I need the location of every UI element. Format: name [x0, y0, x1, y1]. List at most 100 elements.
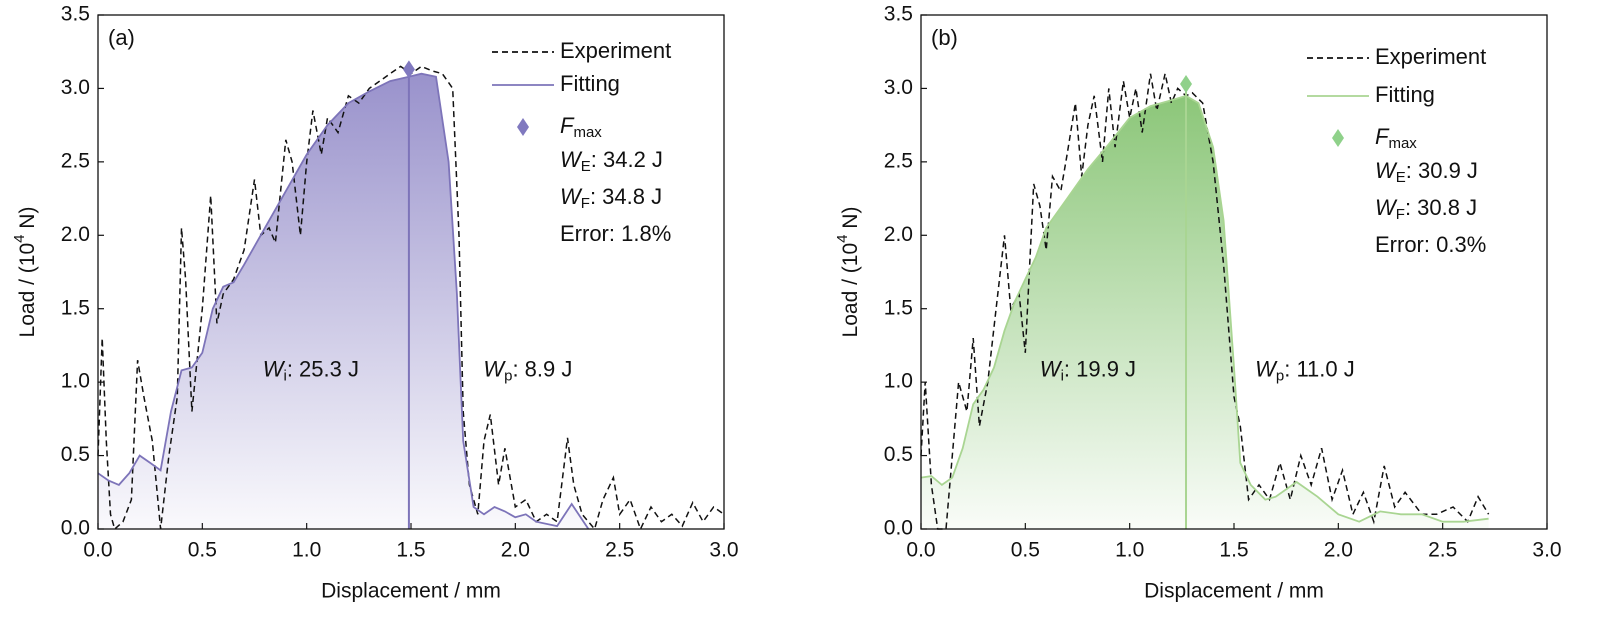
symbol: W: [1375, 195, 1398, 220]
x-tick-label: 0.5: [188, 539, 217, 562]
x-tick-label: 1.0: [292, 539, 321, 562]
x-tick-label: 2.0: [501, 539, 530, 562]
subscript: i: [283, 367, 286, 384]
text: : 8.9 J: [512, 356, 572, 381]
x-tick-label: 0.5: [1011, 539, 1040, 562]
stat-label: Error: 0.3%: [1375, 232, 1486, 257]
text: : 34.8 J: [590, 184, 662, 209]
y-axis-label: Load / (104 N): [11, 207, 39, 338]
y-tick-label: 2.0: [61, 223, 90, 246]
subscript: max: [1388, 135, 1417, 152]
x-axis-label: Displacement / mm: [321, 580, 501, 603]
y-tick-label: 0.5: [884, 443, 913, 466]
subscript: p: [504, 367, 512, 384]
stat-label: WE: 34.2 J: [560, 147, 663, 175]
y-tick-label: 3.5: [61, 3, 90, 26]
subscript: p: [1276, 367, 1284, 384]
line: [97, 65, 725, 531]
symbol: F: [1375, 124, 1390, 149]
subscript: i: [1061, 367, 1064, 384]
symbol: W: [263, 356, 286, 381]
y-tick-label: 1.0: [884, 370, 913, 393]
x-tick-label: 1.5: [1219, 539, 1248, 562]
line: [97, 72, 590, 530]
legend-swatch: [517, 118, 529, 136]
legend-label: Experiment: [1375, 44, 1486, 69]
symbol: W: [1040, 356, 1063, 381]
y-tick-label: 3.0: [884, 76, 913, 99]
fmax-marker: [402, 60, 415, 79]
y-tick-label: 0.5: [61, 443, 90, 466]
area-label: Wp: 8.9 J: [483, 356, 572, 384]
legend-label: Fmax: [560, 113, 602, 141]
stat-label: WE: 30.9 J: [1375, 158, 1478, 186]
text: : 30.8 J: [1405, 195, 1477, 220]
x-tick-label: 2.5: [1428, 539, 1457, 562]
superscript: 4: [834, 235, 851, 243]
y-tick-label: 0.0: [61, 517, 90, 540]
subscript: F: [581, 195, 590, 212]
stat-label: WF: 30.8 J: [1375, 195, 1477, 223]
text: Load / (10: [839, 243, 862, 338]
y-tick-label: 2.0: [884, 223, 913, 246]
symbol: W: [1255, 356, 1278, 381]
text: : 34.2 J: [591, 147, 663, 172]
y-tick-label: 1.5: [884, 296, 913, 319]
x-tick-label: 1.5: [396, 539, 425, 562]
x-tick-label: 2.0: [1324, 539, 1353, 562]
x-tick-label: 3.0: [709, 539, 738, 562]
panel-label: (b): [931, 25, 958, 50]
text: Error: 0.3%: [1375, 232, 1486, 257]
x-tick-label: 0.0: [83, 539, 112, 562]
area-label: Wp: 11.0 J: [1255, 356, 1355, 384]
text: : 30.9 J: [1406, 158, 1478, 183]
y-tick-label: 0.0: [884, 517, 913, 540]
plot-frame: [97, 14, 725, 530]
y-tick-label: 1.0: [61, 370, 90, 393]
legend-label: Experiment: [560, 38, 671, 63]
text: : 19.9 J: [1064, 356, 1136, 381]
x-tick-label: 3.0: [1532, 539, 1561, 562]
symbol: W: [560, 147, 583, 172]
legend-swatch: [1332, 129, 1344, 147]
panel-label: (a): [108, 25, 135, 50]
stat-label: WF: 34.8 J: [560, 184, 662, 212]
legend-label: Fitting: [1375, 82, 1435, 107]
fmax-marker: [1180, 75, 1193, 94]
line: [920, 73, 1490, 530]
y-tick-label: 3.0: [61, 76, 90, 99]
x-tick-label: 0.0: [906, 539, 935, 562]
stat-label: Error: 1.8%: [560, 221, 671, 246]
area: [921, 95, 1489, 530]
area: [98, 73, 589, 529]
area-label: Wi: 19.9 J: [1040, 356, 1136, 384]
y-tick-label: 3.5: [884, 3, 913, 26]
legend-label: Fitting: [560, 71, 620, 96]
symbol: F: [560, 113, 575, 138]
subscript: E: [581, 158, 591, 175]
line: [920, 94, 1489, 523]
symbol: W: [1375, 158, 1398, 183]
x-axis-label: Displacement / mm: [1144, 580, 1324, 603]
x-tick-label: 1.0: [1115, 539, 1144, 562]
text: : 25.3 J: [287, 356, 359, 381]
y-tick-label: 1.5: [61, 296, 90, 319]
legend-label: Fmax: [1375, 124, 1417, 152]
area-label: Wi: 25.3 J: [263, 356, 359, 384]
subscript: F: [1396, 206, 1405, 223]
symbol: W: [560, 184, 583, 209]
subscript: E: [1396, 169, 1406, 186]
text: Error: 1.8%: [560, 221, 671, 246]
y-axis-label: Load / (104 N): [834, 207, 862, 338]
text: N): [16, 207, 39, 235]
superscript: 4: [11, 235, 28, 243]
plot-frame: [920, 14, 1548, 530]
y-tick-label: 2.5: [884, 149, 913, 172]
y-tick-label: 2.5: [61, 149, 90, 172]
text: : 11.0 J: [1284, 356, 1355, 381]
symbol: W: [483, 356, 506, 381]
text: Load / (10: [16, 243, 39, 338]
subscript: max: [573, 124, 602, 141]
x-tick-label: 2.5: [605, 539, 634, 562]
